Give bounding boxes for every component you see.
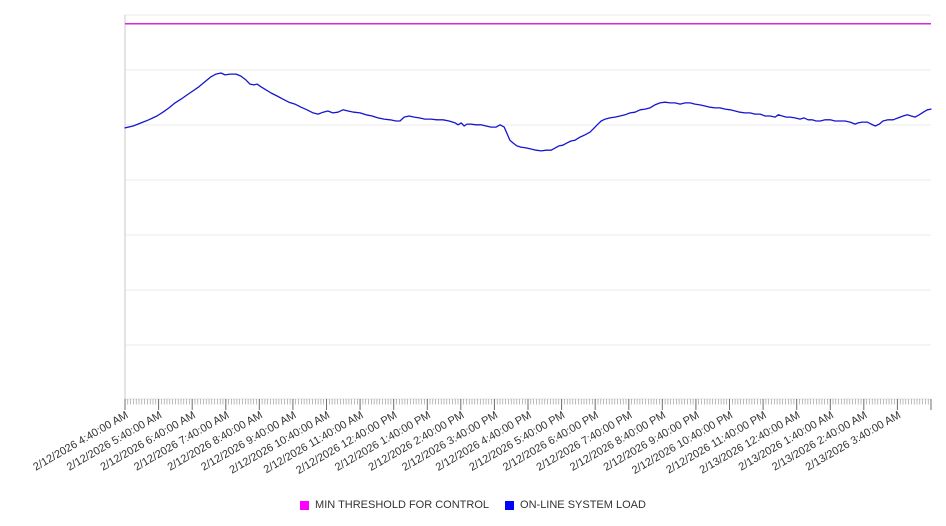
chart-legend: MIN THRESHOLD FOR CONTROL ON-LINE SYSTEM… bbox=[0, 499, 946, 511]
legend-swatch-min-threshold-icon bbox=[300, 500, 310, 510]
series-online-system-load-line bbox=[124, 72, 932, 152]
x-axis-major-ticks bbox=[124, 399, 932, 410]
legend-label-min-threshold: MIN THRESHOLD FOR CONTROL bbox=[315, 499, 490, 511]
legend-label-system-load: ON-LINE SYSTEM LOAD bbox=[520, 499, 646, 511]
legend-swatch-system-load-icon bbox=[505, 500, 515, 510]
legend-item-min-threshold[interactable]: MIN THRESHOLD FOR CONTROL bbox=[300, 499, 489, 511]
legend-item-system-load[interactable]: ON-LINE SYSTEM LOAD bbox=[505, 499, 646, 511]
